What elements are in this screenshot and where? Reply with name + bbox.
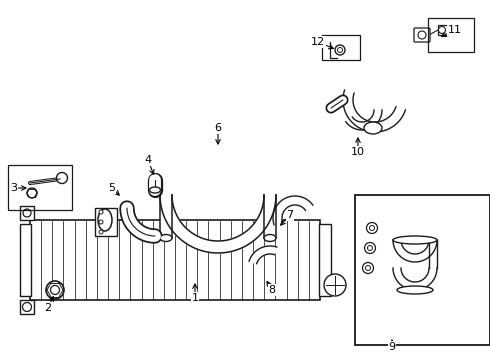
Text: 4: 4 [145,155,151,165]
Polygon shape [429,240,437,268]
Ellipse shape [397,286,433,294]
Bar [355,195,490,345]
Circle shape [23,302,31,311]
Ellipse shape [160,234,172,242]
Text: 10: 10 [351,147,365,157]
Polygon shape [393,240,437,262]
Bar [8,165,72,210]
Circle shape [27,188,37,198]
Circle shape [418,31,426,39]
Circle shape [335,45,345,55]
Circle shape [368,246,372,251]
Polygon shape [393,268,437,290]
Text: 11: 11 [448,25,462,35]
Bar [322,35,360,60]
Ellipse shape [364,122,382,134]
Text: 3: 3 [10,183,18,193]
Polygon shape [343,90,405,132]
Polygon shape [346,110,382,130]
Polygon shape [160,195,276,253]
Circle shape [99,220,103,224]
Bar [319,224,331,296]
Ellipse shape [98,209,112,231]
Text: 5: 5 [108,183,116,193]
Polygon shape [160,195,172,238]
FancyBboxPatch shape [414,28,430,42]
Polygon shape [264,195,276,238]
Ellipse shape [149,187,161,193]
Text: 7: 7 [287,210,294,220]
Circle shape [23,209,31,217]
Bar [20,224,31,296]
Circle shape [369,225,374,230]
Circle shape [99,210,103,214]
Bar [428,18,474,52]
Text: 6: 6 [215,123,221,133]
Bar [20,206,34,220]
Circle shape [46,281,64,299]
Circle shape [56,172,68,184]
Circle shape [338,48,343,53]
Circle shape [99,230,103,234]
Circle shape [366,266,370,270]
Bar [30,220,320,300]
Bar [95,208,117,236]
Polygon shape [249,246,277,264]
Ellipse shape [393,236,437,244]
Circle shape [439,27,445,33]
Circle shape [365,243,375,253]
Circle shape [50,285,59,294]
Bar [438,25,450,35]
Circle shape [367,222,377,234]
Text: 8: 8 [269,285,275,295]
Text: 12: 12 [311,37,325,47]
Text: 2: 2 [45,303,51,313]
Bar [20,300,34,314]
Text: 1: 1 [192,293,198,303]
Text: 9: 9 [389,342,395,352]
Ellipse shape [324,274,346,296]
Polygon shape [273,196,313,225]
Ellipse shape [264,234,276,242]
Circle shape [363,262,373,274]
